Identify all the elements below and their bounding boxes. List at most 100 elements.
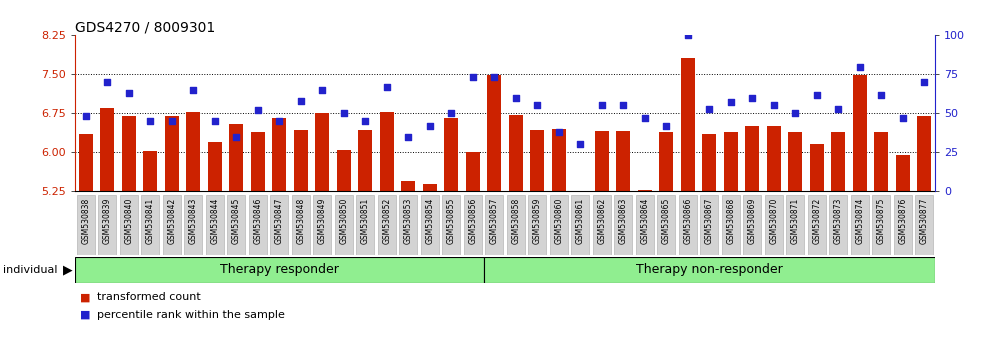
Bar: [484, 257, 935, 283]
Point: [164, 118, 180, 124]
Bar: [509, 115, 523, 191]
Bar: [229, 124, 243, 191]
Point: [873, 92, 889, 97]
Text: GSM530858: GSM530858: [511, 198, 520, 244]
Text: GSM530867: GSM530867: [705, 198, 714, 244]
Bar: [98, 195, 116, 255]
Text: GSM530850: GSM530850: [339, 198, 348, 244]
Text: GSM530876: GSM530876: [898, 198, 907, 244]
Bar: [120, 195, 138, 255]
Bar: [874, 132, 888, 191]
Bar: [638, 190, 652, 191]
Text: GSM530851: GSM530851: [361, 198, 370, 244]
Text: percentile rank within the sample: percentile rank within the sample: [97, 310, 285, 320]
Point: [142, 118, 158, 124]
Text: GSM530849: GSM530849: [318, 198, 327, 244]
Text: GSM530862: GSM530862: [597, 198, 606, 244]
Bar: [743, 195, 761, 255]
Bar: [745, 126, 759, 191]
Bar: [614, 195, 632, 255]
Text: GSM530848: GSM530848: [296, 198, 305, 244]
Point: [78, 114, 94, 119]
Point: [271, 118, 287, 124]
Point: [916, 79, 932, 85]
Bar: [292, 195, 310, 255]
Text: GSM530855: GSM530855: [447, 198, 456, 244]
Bar: [851, 195, 869, 255]
Point: [744, 95, 760, 101]
Bar: [208, 142, 222, 191]
Bar: [358, 130, 372, 191]
Text: ■: ■: [80, 310, 90, 320]
Text: GSM530872: GSM530872: [812, 198, 821, 244]
Point: [701, 106, 717, 112]
Point: [658, 123, 674, 129]
Bar: [249, 195, 267, 255]
Text: ▶: ▶: [63, 263, 73, 276]
Bar: [722, 195, 740, 255]
Text: GSM530842: GSM530842: [167, 198, 176, 244]
Text: GSM530853: GSM530853: [404, 198, 413, 244]
Text: GSM530871: GSM530871: [791, 198, 800, 244]
Point: [443, 110, 459, 116]
Point: [336, 110, 352, 116]
Text: GSM530874: GSM530874: [855, 198, 864, 244]
Bar: [399, 195, 417, 255]
Bar: [122, 116, 136, 191]
Text: GSM530857: GSM530857: [490, 198, 499, 244]
Bar: [593, 195, 611, 255]
Bar: [896, 155, 910, 191]
Bar: [616, 131, 630, 191]
Text: GSM530869: GSM530869: [748, 198, 757, 244]
Point: [185, 87, 201, 93]
Point: [830, 106, 846, 112]
Text: GSM530838: GSM530838: [81, 198, 90, 244]
Text: GSM530861: GSM530861: [576, 198, 585, 244]
Bar: [657, 195, 675, 255]
Bar: [700, 195, 718, 255]
Text: ■: ■: [80, 292, 90, 302]
Bar: [79, 134, 93, 191]
Bar: [206, 195, 224, 255]
Bar: [313, 195, 331, 255]
Bar: [100, 108, 114, 191]
Text: GSM530865: GSM530865: [662, 198, 671, 244]
Text: GSM530852: GSM530852: [382, 198, 391, 244]
Bar: [464, 195, 482, 255]
Point: [314, 87, 330, 93]
Point: [357, 118, 373, 124]
Point: [637, 115, 653, 121]
Text: GSM530846: GSM530846: [253, 198, 262, 244]
Bar: [550, 195, 568, 255]
Text: Therapy responder: Therapy responder: [220, 263, 339, 276]
Text: GSM530847: GSM530847: [275, 198, 284, 244]
Point: [680, 33, 696, 38]
Bar: [552, 129, 566, 191]
Text: GSM530860: GSM530860: [554, 198, 563, 244]
Bar: [75, 257, 484, 283]
Point: [529, 103, 545, 108]
Text: Therapy non-responder: Therapy non-responder: [636, 263, 783, 276]
Text: GSM530854: GSM530854: [425, 198, 434, 244]
Point: [895, 115, 911, 121]
Bar: [186, 112, 200, 191]
Bar: [528, 195, 546, 255]
Text: GSM530845: GSM530845: [232, 198, 241, 244]
Point: [809, 92, 825, 97]
Bar: [853, 75, 867, 191]
Bar: [335, 195, 353, 255]
Text: GSM530840: GSM530840: [124, 198, 133, 244]
Point: [787, 110, 803, 116]
Point: [486, 75, 502, 80]
Text: GSM530864: GSM530864: [640, 198, 649, 244]
Text: GDS4270 / 8009301: GDS4270 / 8009301: [75, 20, 215, 34]
Text: transformed count: transformed count: [97, 292, 201, 302]
Point: [723, 99, 739, 105]
Bar: [765, 195, 783, 255]
Bar: [251, 132, 265, 191]
Bar: [702, 134, 716, 191]
Bar: [810, 144, 824, 191]
Bar: [143, 151, 157, 191]
Bar: [401, 181, 415, 191]
Bar: [573, 191, 587, 194]
